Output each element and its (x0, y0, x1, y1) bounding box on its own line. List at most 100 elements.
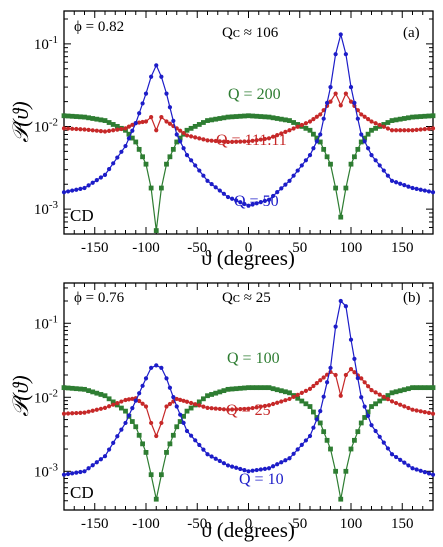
panel-a-series-2-point (221, 139, 226, 144)
panel-a-series-1-point (355, 146, 361, 152)
panel-b-series-3-point (149, 365, 154, 370)
panel-a-series-1-point (278, 116, 284, 122)
panel-b-series-2-point (102, 405, 108, 410)
panel-b-series-3-point (258, 467, 263, 472)
panel-a-series-1-point (143, 161, 149, 167)
panel-b-series-1-point (133, 424, 139, 430)
panel-a-series-1-point (348, 161, 354, 167)
panel-a-series-3-point (189, 158, 194, 163)
panel-a-series-2-point (193, 135, 198, 140)
panel-a-series-2-point (230, 139, 235, 144)
panel-a-series-2-point (90, 128, 95, 133)
panel-a-series-3-point (291, 173, 296, 178)
panel-b-series (61, 298, 436, 502)
panel-a-series-2-point (328, 99, 333, 104)
panel-a-series-3-point (365, 146, 371, 151)
panel-b-series-2-point (348, 367, 354, 372)
panel-a-series-2-point (338, 103, 343, 108)
panel-a-series-3-point (174, 132, 179, 137)
panel-b-series-1-point (254, 385, 260, 391)
panel-a-series-3-point (362, 139, 367, 144)
panel-b-xtick-label: -50 (187, 516, 207, 532)
panel-b-series-2-point (414, 408, 419, 413)
panel-a-series-2-point (178, 128, 183, 133)
panel-b-series-2-point (385, 397, 390, 402)
panel-b-series-2-point (359, 376, 364, 381)
panel-b-series-3-point (126, 413, 132, 418)
panel-a-series-3-point (115, 155, 120, 160)
panel-b-series-1-point (401, 387, 407, 393)
panel-a-series-1-point (422, 113, 428, 119)
panel-a-series-2-point (107, 128, 112, 133)
panel-a-series-3-point (352, 100, 357, 105)
panel-a-series-1-point (362, 135, 368, 141)
panel-a-series-1-point (406, 115, 411, 121)
panel-a-series-3-point (266, 197, 272, 202)
panel-a-series-1-point (258, 114, 264, 119)
panel-b-series-3-point (217, 458, 222, 464)
panel-b-series-1-point (250, 385, 255, 391)
panel-b-series-1-point (94, 390, 100, 396)
panel-a-series-2-point (130, 122, 135, 127)
panel-a-series-2-point (225, 139, 231, 145)
panel-a-series-2-point (430, 126, 436, 131)
panel-a-series-3-point (287, 178, 292, 183)
panel-a-series-2-point (381, 124, 386, 129)
panel-b-series-1-point (410, 385, 415, 391)
panel-a-series-1-point (126, 131, 132, 137)
panel-b-series-1-point (283, 389, 288, 395)
panel-b-xtick-label: 150 (391, 516, 414, 532)
panel-b-series-3-point (74, 470, 79, 475)
panel-b-series-1-point (258, 385, 264, 391)
panel-b-series-3-point (164, 376, 169, 381)
panel-b-xtick-label: -100 (132, 516, 160, 532)
panel-a-series-2-point (70, 126, 75, 131)
panel-b-series-2-point (307, 386, 313, 391)
panel-b-series-3-point (205, 452, 210, 457)
panel-a-series-3-point (369, 153, 374, 158)
panel-b-series-2-point (381, 394, 386, 399)
panel-a-series-3-point (422, 188, 427, 193)
panel-b-series-2-point (314, 381, 319, 386)
panel-a-series-2-point (94, 128, 99, 133)
panel-b-series-3-point (178, 412, 183, 417)
panel-a-series-3-point (271, 193, 276, 199)
panel-a-series-1-point (78, 114, 83, 120)
panel-b-series-3-point (115, 434, 120, 439)
panel-a-series-1-point (352, 154, 357, 160)
panel-a-series-3-point (343, 52, 348, 57)
panel-b-series-1-point (355, 429, 361, 435)
panel-a-series-3-point (385, 173, 390, 178)
panel-a-series-3-line (63, 32, 434, 207)
panel-a-series-1-point (389, 118, 395, 123)
panel-a-series-1-point (311, 131, 316, 137)
panel-a-series-3-point (414, 186, 419, 191)
panel-b-series-2-point (159, 420, 164, 426)
panel-a-series-1-point (418, 114, 424, 119)
panel-b-series-2-point (242, 406, 247, 412)
panel-a-series-1-point (86, 115, 91, 121)
panel-a-series-3-point (107, 166, 112, 172)
panel-a-series-1-point (393, 117, 399, 123)
panel-a-series-2-point (111, 128, 116, 133)
panel-b-series-1-point (274, 387, 280, 393)
panel-a-series-2-point (426, 126, 431, 131)
panel-a-ylabel: 𝒫(ϑ) (8, 101, 33, 142)
panel-a: -150 -100 -50 0 50 100 150 10-3 10-2 10-1 ϕ = 0.8… (8, 10, 436, 270)
panel-b-series-3-point (133, 398, 138, 403)
panel-a-series (61, 32, 436, 233)
panel-a-phi-annotation: ϕ = 0.82 (74, 19, 124, 35)
panel-b-series-1-point (213, 390, 219, 396)
panel-a-series-2-point (164, 119, 169, 124)
panel-b-ytick-label: 10-3 (34, 461, 59, 480)
panel-b-series-2-point (174, 396, 179, 402)
panel-b-series-1-point (343, 468, 349, 474)
panel-a-series-1-point (317, 139, 323, 145)
panel-a-series-2-point (262, 136, 267, 142)
panel-b-series-3-point (314, 417, 319, 422)
panel-b-series-2-point (238, 407, 243, 412)
panel-b-series-3-point (266, 466, 272, 471)
panel-a-xtick-label: 50 (292, 240, 307, 256)
panel-a-series-3-point (321, 116, 326, 121)
panel-a-series-1-point (90, 116, 96, 121)
